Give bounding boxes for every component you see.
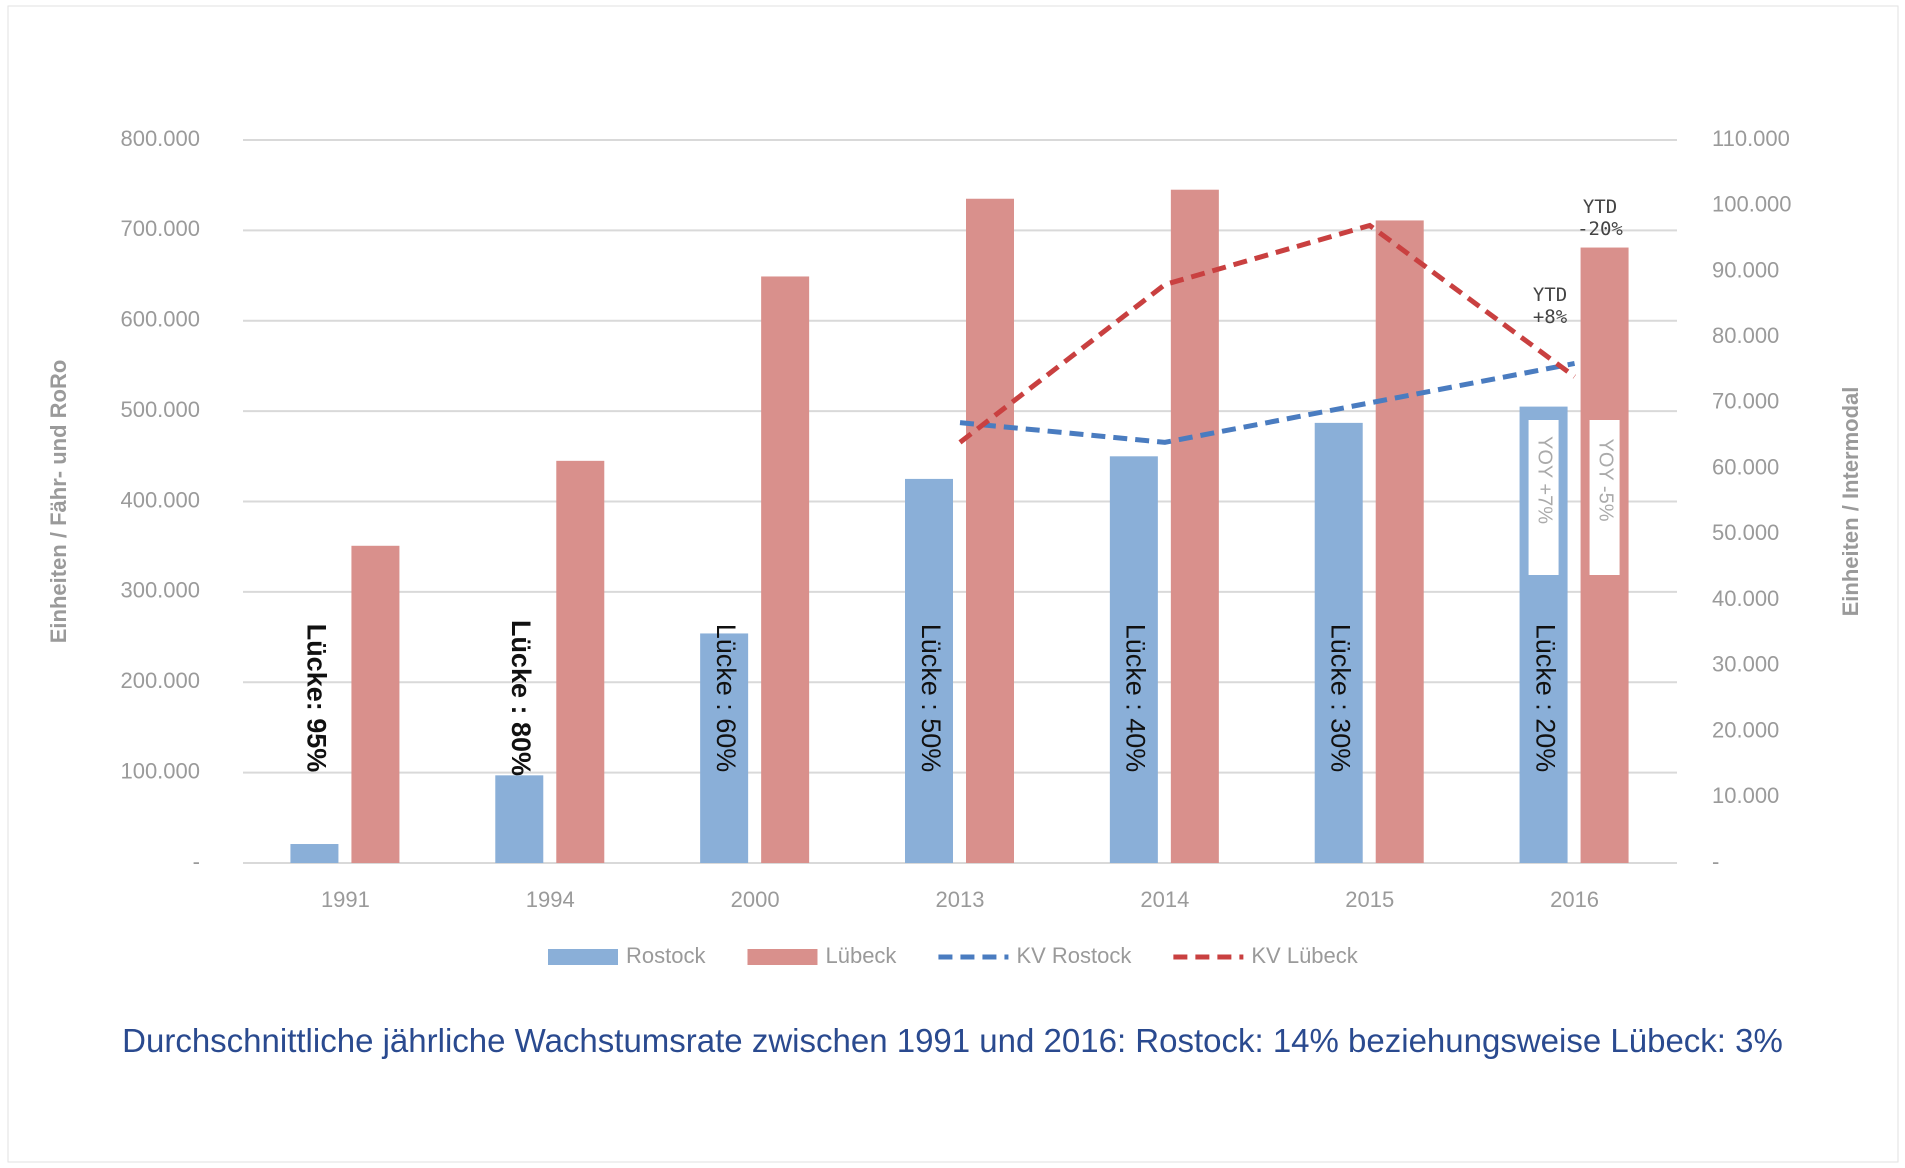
x-tick-label: 1994 [526,887,575,912]
legend-label: KV Rostock [1016,943,1132,968]
bar [1170,189,1219,864]
legend-label: Rostock [626,943,706,968]
y2-tick-label: 30.000 [1712,652,1779,677]
y2-tick-label: 80.000 [1712,323,1779,348]
y-axis-label: Einheiten / Fähr- und RoRo [46,360,71,644]
x-tick-label: 2000 [731,887,780,912]
legend-swatch [548,949,618,965]
annotation: YTD -20% [1577,196,1623,240]
bar [556,460,605,863]
y-tick-label: 800.000 [120,126,200,151]
y2-tick-label: 20.000 [1712,717,1779,742]
bar [1109,456,1158,863]
gap-label: Lücke : 30% [1326,624,1356,773]
y-tick-label: 500.000 [120,397,200,422]
x-tick-label: 2013 [936,887,985,912]
y2-tick-label: - [1712,849,1719,874]
annotation-box [1589,420,1620,575]
gap-label: Lücke : 20% [1530,624,1560,773]
y2-tick-label: 40.000 [1712,586,1779,611]
gap-label: Lücke: 95% [301,624,331,773]
annotation: YOY +7% [1533,436,1555,524]
gap-label: Lücke : 80% [506,620,536,776]
footer: Durchschnittliche jährliche Wachstumsrat… [122,1022,1783,1059]
annotation: YOY -5% [1594,439,1616,522]
bar [761,276,810,863]
y2-axis-label: Einheiten / Intermodal [1838,387,1863,617]
bar [966,198,1014,863]
y2-tick-label: 60.000 [1712,454,1779,479]
annotation-box [1528,420,1559,575]
y-tick-label: 600.000 [120,307,200,332]
line [959,361,1576,445]
x-tick-label: 1991 [321,887,370,912]
y-tick-label: 200.000 [120,668,200,693]
y-tick-label: - [193,849,200,874]
bar [351,545,400,863]
bar [905,478,953,863]
y2-tick-label: 50.000 [1712,520,1779,545]
x-tick-label: 2016 [1550,887,1599,912]
y2-tick-label: 10.000 [1712,783,1779,808]
gap-label: Lücke : 50% [916,624,946,773]
annotation: YTD +8% [1532,284,1568,328]
bar [1375,220,1424,864]
y2-tick-label: 70.000 [1712,389,1779,414]
legend-swatch [747,949,818,965]
frame [7,5,1899,1163]
y-tick-label: 700.000 [120,216,200,241]
legend-label: KV Lübeck [1251,943,1358,968]
bar [290,844,339,863]
line [958,222,1577,445]
y2-tick-label: 90.000 [1712,257,1779,282]
gap-label: Lücke : 40% [1121,624,1151,773]
bar [1314,422,1363,863]
y-tick-label: 100.000 [120,758,200,783]
gap-label: Lücke : 60% [711,624,741,773]
x-tick-label: 2014 [1140,887,1189,912]
bar [495,775,544,863]
legend-label: Lübeck [825,943,897,968]
y2-tick-label: 100.000 [1712,192,1792,217]
y-tick-label: 400.000 [120,487,200,512]
bar [700,633,749,863]
y-tick-label: 300.000 [120,578,200,603]
y2-tick-label: 110.000 [1712,126,1790,151]
x-tick-label: 2015 [1345,887,1394,912]
